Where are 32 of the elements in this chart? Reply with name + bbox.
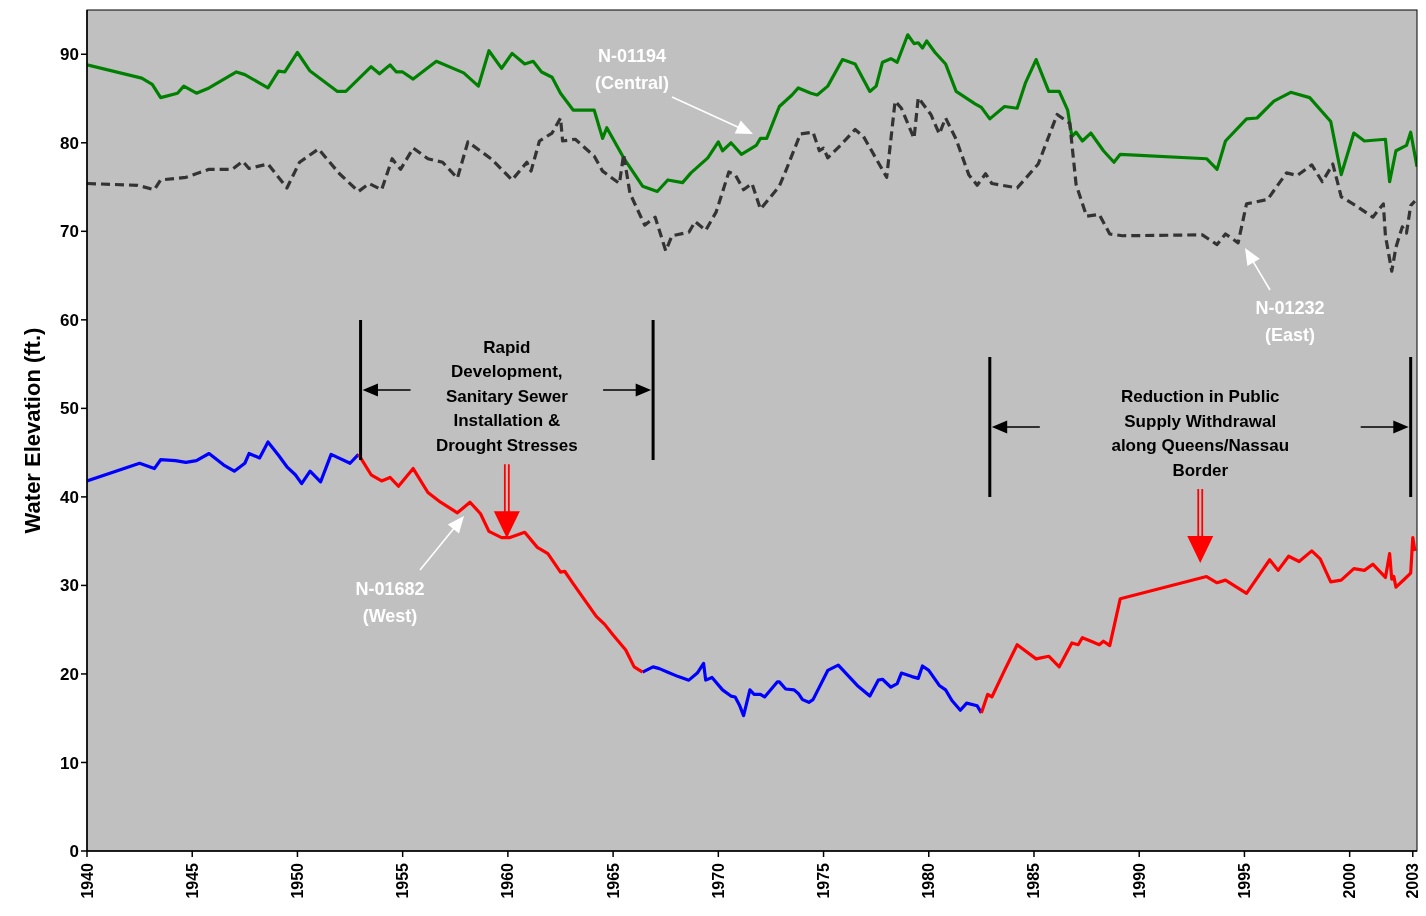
y-tick-label: 90 — [60, 45, 79, 65]
x-tick-label: 1965 — [604, 862, 622, 899]
x-tick-label: 1960 — [499, 862, 517, 899]
x-tick-label: 1975 — [815, 862, 833, 899]
x-tick-label: 1990 — [1130, 862, 1148, 899]
x-tick-label: 1985 — [1025, 862, 1043, 899]
y-tick-label: 0 — [69, 842, 79, 862]
y-axis-title: Water Elevation (ft.) — [19, 327, 45, 534]
y-tick-label: 80 — [60, 133, 79, 153]
annotation: N-01232 (East) — [1255, 298, 1325, 345]
line-series — [87, 33, 1417, 194]
x-tick-label: 1955 — [394, 862, 412, 899]
line-series — [87, 96, 1417, 273]
y-tick-label: 60 — [60, 310, 79, 330]
x-tick-label: 1995 — [1235, 862, 1253, 899]
x-tick-label: 1980 — [920, 862, 938, 899]
x-tick-label: 1945 — [183, 862, 201, 899]
annotation: N-01682 (West) — [355, 579, 425, 626]
x-tick-label: 2003 — [1404, 862, 1422, 899]
y-tick-label: 30 — [60, 576, 79, 596]
y-tick-label: 10 — [60, 753, 79, 773]
y-tick-label: 70 — [60, 222, 79, 242]
annotation: Rapid Development, Sanitary Sewer Installation & Drought Stresses — [435, 337, 578, 455]
y-tick-label: 40 — [60, 487, 79, 507]
x-tick-label: 1950 — [288, 862, 306, 899]
annotation: Reduction in Public Supply Withdrawal along Queens/Nassau Border — [1111, 387, 1290, 480]
annotation: N-01194 (Central) — [594, 46, 670, 93]
x-tick-label: 1970 — [709, 862, 727, 899]
y-tick-label: 20 — [60, 664, 79, 684]
x-tick-label: 1940 — [78, 862, 96, 899]
x-tick-label: 2000 — [1341, 862, 1359, 899]
y-tick-label: 50 — [60, 399, 79, 419]
